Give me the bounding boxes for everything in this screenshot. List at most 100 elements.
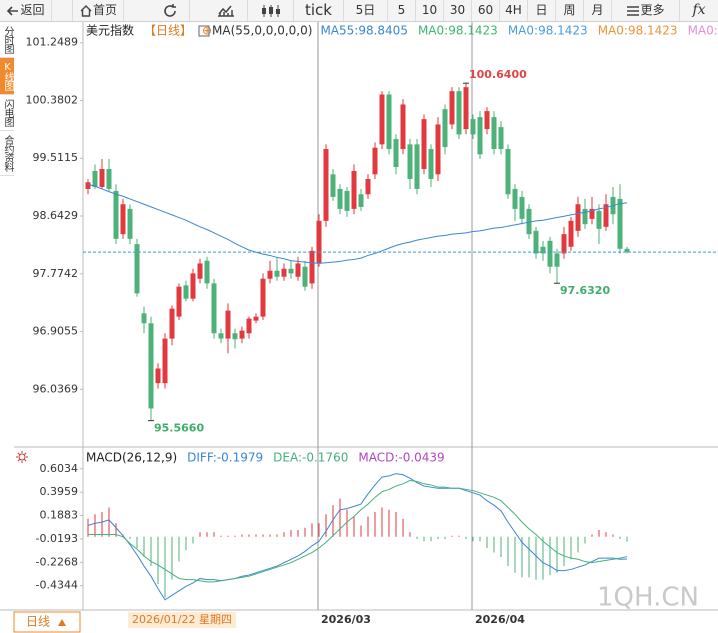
- candle-body: [428, 149, 434, 179]
- y-tick-label: 100.3802: [26, 93, 79, 106]
- more-label: 更多: [640, 3, 665, 17]
- candle-body: [596, 210, 602, 229]
- candle-body: [141, 313, 147, 324]
- formula-button[interactable]: fx: [692, 2, 706, 18]
- candle-body: [267, 270, 273, 279]
- candle-body: [491, 117, 497, 150]
- line-chart-icon: [217, 5, 234, 17]
- more-button[interactable]: 更多: [612, 0, 680, 21]
- candle-body: [624, 248, 630, 253]
- period-month[interactable]: 月: [584, 0, 612, 21]
- candle-body: [197, 263, 203, 279]
- y-tick-label: -0.2268: [36, 555, 78, 568]
- candle-body: [358, 194, 364, 207]
- legend-item: DIFF:-0.1979: [187, 451, 263, 465]
- legend-item: MA0:98.1423: [688, 24, 718, 38]
- candle-body: [617, 198, 623, 249]
- candle-body: [155, 368, 161, 384]
- candle-body: [519, 196, 525, 219]
- legend-item: 美元指数: [86, 23, 134, 38]
- home-button[interactable]: 首页: [72, 0, 124, 21]
- candle-body: [533, 230, 539, 254]
- back-button[interactable]: 返回: [0, 0, 52, 21]
- indicator-label: MA(55,0,0,0,0,0): [212, 24, 312, 38]
- refresh-icon: [163, 3, 176, 17]
- extreme-label: 100.6400: [469, 68, 527, 81]
- refresh-button[interactable]: [150, 0, 190, 21]
- y-tick-label: 96.0369: [33, 382, 79, 395]
- line-chart-button[interactable]: [204, 0, 248, 21]
- period-tick[interactable]: tick: [294, 0, 344, 21]
- home-icon: [80, 4, 92, 17]
- period-10[interactable]: 10: [416, 0, 444, 21]
- tab-kline[interactable]: K线图: [0, 58, 14, 95]
- legend-item: MA0:98.1423: [508, 24, 588, 38]
- x-tick-label: 2026/04: [475, 613, 525, 626]
- tab-flash[interactable]: 闪电图: [0, 95, 14, 131]
- candle-body: [582, 208, 588, 225]
- candle-body: [337, 188, 343, 209]
- y-tick-label: 0.6034: [40, 462, 79, 475]
- candle-body: [575, 204, 581, 231]
- candle-body: [316, 220, 322, 264]
- candle-body: [610, 196, 616, 215]
- ma-line: [87, 183, 628, 264]
- legend-item: MA0:98.1423: [598, 24, 678, 38]
- candle-body: [176, 286, 182, 317]
- candle-body: [442, 109, 448, 148]
- x-tick-label: 2026/03: [321, 613, 371, 626]
- candle-body: [351, 170, 357, 209]
- candle-body: [435, 124, 441, 175]
- candle-body: [344, 190, 350, 211]
- candle-body: [463, 87, 469, 130]
- candle-body: [526, 208, 532, 235]
- candle-body: [414, 144, 420, 189]
- y-tick-label: 98.6429: [33, 209, 79, 222]
- menu-icon: [627, 5, 640, 16]
- candle-body: [393, 139, 399, 167]
- candle-body: [274, 270, 280, 277]
- tab-timeshare[interactable]: 分时图: [0, 22, 14, 58]
- period-day[interactable]: 日: [528, 0, 556, 21]
- candle-body: [99, 168, 105, 187]
- candle-body: [253, 316, 259, 321]
- candle-body: [190, 273, 196, 299]
- candle-body: [407, 144, 413, 179]
- period-5d[interactable]: 5日: [344, 0, 388, 21]
- candle-body: [134, 244, 140, 294]
- macd-icon: [16, 451, 28, 463]
- legend-item: MACD:-0.0439: [358, 451, 444, 465]
- candle-body: [309, 250, 315, 284]
- y-tick-label: -0.0193: [36, 532, 78, 545]
- candle-body: [386, 94, 392, 150]
- candle-body: [470, 119, 476, 135]
- candle-button[interactable]: [248, 0, 294, 21]
- candle-body: [162, 338, 168, 384]
- candle-body: [127, 208, 133, 239]
- candle-body: [113, 190, 119, 239]
- candle-body: [281, 268, 287, 277]
- legend-item: MA55:98.8405: [320, 24, 408, 38]
- legend-item: 【日线】: [144, 24, 192, 38]
- candle-body: [484, 111, 490, 130]
- candle-body: [547, 240, 553, 267]
- y-tick-label: 97.7742: [33, 267, 79, 280]
- legend-item: MACD(26,12,9): [86, 451, 177, 465]
- tab-contract[interactable]: 合约资料: [0, 131, 14, 176]
- y-tick-label: 99.5115: [33, 151, 79, 164]
- indicator-icon: [198, 25, 210, 37]
- back-icon: [7, 5, 19, 16]
- period-button[interactable]: [13, 611, 81, 633]
- candle-body: [120, 204, 126, 235]
- period-4h[interactable]: 4H: [500, 0, 528, 21]
- period-60[interactable]: 60: [472, 0, 500, 21]
- legend-item: MA0:98.1423: [418, 24, 498, 38]
- period-30[interactable]: 30: [444, 0, 472, 21]
- period-week[interactable]: 周: [556, 0, 584, 21]
- home-label: 首页: [92, 3, 117, 17]
- y-tick-label: -0.4344: [36, 579, 78, 592]
- candle-body: [225, 310, 231, 339]
- sidebar: 分时图 K线图 闪电图 合约资料: [0, 22, 14, 176]
- period-5[interactable]: 5: [388, 0, 416, 21]
